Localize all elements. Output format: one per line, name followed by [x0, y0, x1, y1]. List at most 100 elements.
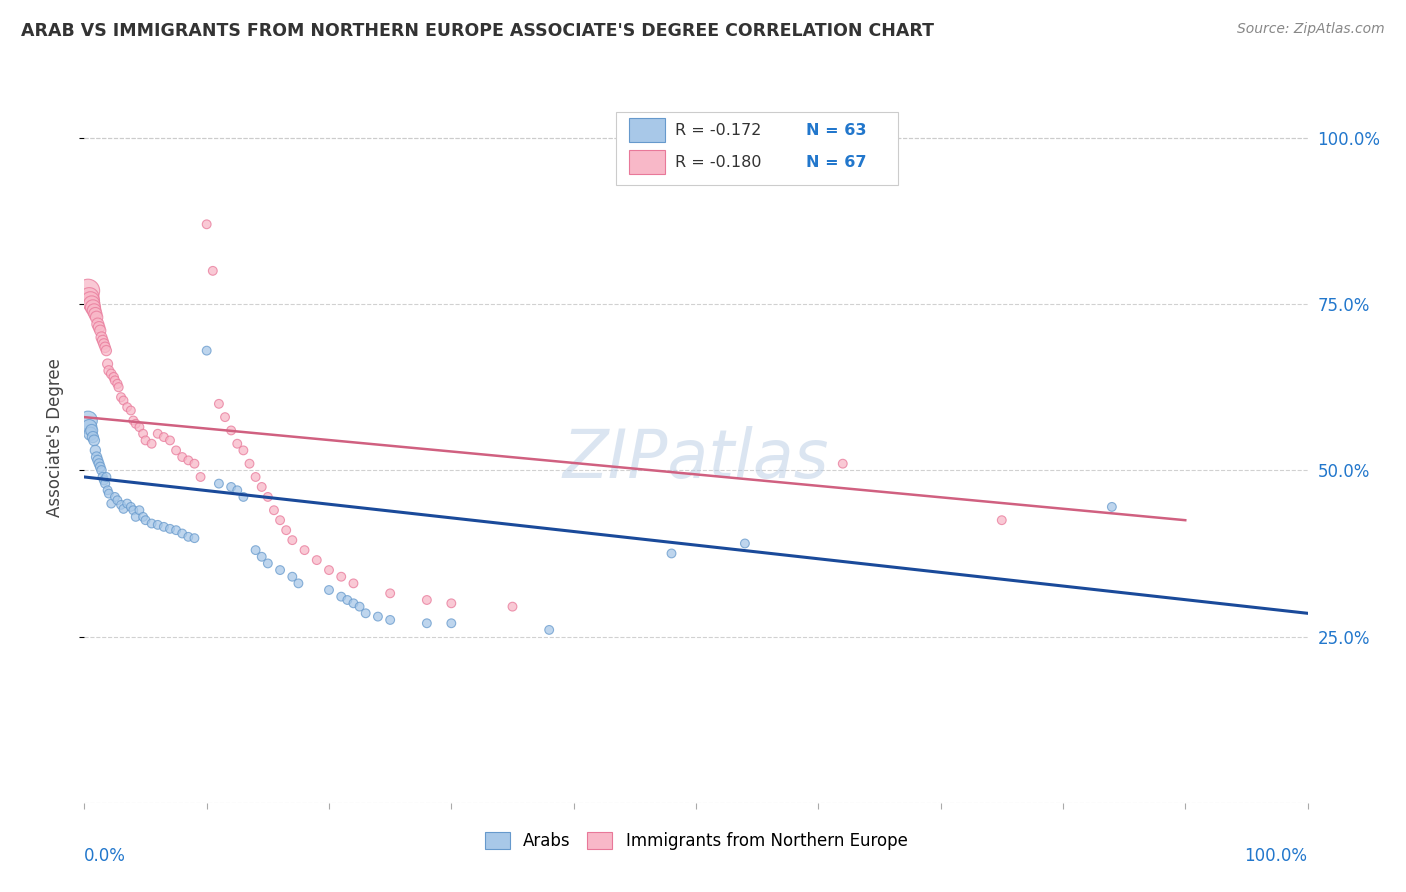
- Point: [208, 397, 231, 411]
- Point: [342, 576, 364, 591]
- Text: R = -0.172: R = -0.172: [675, 123, 762, 138]
- Text: N = 63: N = 63: [806, 123, 866, 138]
- Point: [80, 424, 103, 438]
- Point: [122, 413, 145, 427]
- Point: [120, 403, 142, 417]
- Point: [93, 473, 115, 487]
- Point: [82, 301, 104, 315]
- Y-axis label: Associate's Degree: Associate's Degree: [45, 358, 63, 516]
- Point: [1101, 500, 1123, 514]
- Point: [89, 324, 111, 338]
- Point: [112, 502, 135, 516]
- Point: [367, 609, 389, 624]
- Point: [112, 393, 135, 408]
- Point: [128, 420, 150, 434]
- Point: [87, 457, 110, 471]
- Point: [100, 497, 122, 511]
- Point: [226, 483, 249, 498]
- Point: [115, 497, 138, 511]
- Point: [105, 493, 128, 508]
- Point: [257, 557, 280, 571]
- Point: [91, 334, 114, 348]
- Text: R = -0.180: R = -0.180: [675, 155, 762, 170]
- Point: [661, 546, 683, 560]
- Point: [318, 582, 340, 597]
- Point: [141, 436, 163, 450]
- Point: [89, 460, 111, 475]
- Point: [165, 443, 187, 458]
- Point: [110, 498, 132, 512]
- Point: [107, 380, 129, 394]
- Point: [79, 293, 101, 308]
- Point: [330, 590, 353, 604]
- Point: [105, 376, 128, 391]
- Point: [94, 340, 117, 354]
- Point: [172, 450, 194, 464]
- Point: [84, 443, 107, 458]
- Point: [159, 522, 181, 536]
- Point: [238, 457, 260, 471]
- Point: [305, 553, 328, 567]
- Point: [183, 457, 205, 471]
- Point: [318, 563, 340, 577]
- Point: [159, 434, 181, 448]
- Point: [336, 593, 359, 607]
- Point: [269, 513, 291, 527]
- Point: [330, 570, 353, 584]
- Point: [77, 290, 100, 304]
- Point: [538, 623, 561, 637]
- Point: [96, 470, 118, 484]
- Point: [502, 599, 524, 614]
- Point: [214, 410, 236, 425]
- Point: [172, 526, 194, 541]
- Point: [77, 284, 100, 298]
- Point: [87, 453, 110, 467]
- Point: [440, 616, 463, 631]
- Text: Source: ZipAtlas.com: Source: ZipAtlas.com: [1237, 22, 1385, 37]
- Point: [226, 436, 249, 450]
- FancyBboxPatch shape: [616, 112, 898, 185]
- Point: [90, 463, 112, 477]
- Point: [153, 430, 176, 444]
- Point: [380, 586, 402, 600]
- Point: [77, 413, 100, 427]
- Point: [195, 217, 218, 231]
- Point: [103, 370, 125, 384]
- Text: 0.0%: 0.0%: [84, 847, 127, 864]
- Point: [219, 424, 242, 438]
- Point: [90, 330, 112, 344]
- Point: [97, 357, 120, 371]
- Point: [281, 533, 304, 548]
- Point: [416, 616, 439, 631]
- Point: [165, 523, 187, 537]
- Point: [84, 307, 107, 321]
- Text: ARAB VS IMMIGRANTS FROM NORTHERN EUROPE ASSOCIATE'S DEGREE CORRELATION CHART: ARAB VS IMMIGRANTS FROM NORTHERN EUROPE …: [21, 22, 934, 40]
- Point: [87, 317, 110, 331]
- Point: [100, 367, 122, 381]
- Point: [146, 517, 169, 532]
- Point: [177, 453, 200, 467]
- FancyBboxPatch shape: [628, 118, 665, 143]
- FancyBboxPatch shape: [628, 151, 665, 175]
- Point: [416, 593, 439, 607]
- Point: [349, 599, 371, 614]
- Point: [93, 337, 115, 351]
- Point: [104, 490, 127, 504]
- Point: [79, 426, 101, 441]
- Point: [86, 450, 108, 464]
- Point: [122, 503, 145, 517]
- Point: [87, 320, 110, 334]
- Point: [86, 310, 108, 325]
- Point: [183, 531, 205, 545]
- Point: [991, 513, 1014, 527]
- Point: [110, 390, 132, 404]
- Point: [245, 470, 267, 484]
- Point: [250, 480, 273, 494]
- Point: [135, 513, 157, 527]
- Point: [83, 434, 105, 448]
- Point: [120, 500, 142, 514]
- Point: [125, 417, 148, 431]
- Point: [153, 520, 176, 534]
- Point: [294, 543, 316, 558]
- Point: [132, 509, 155, 524]
